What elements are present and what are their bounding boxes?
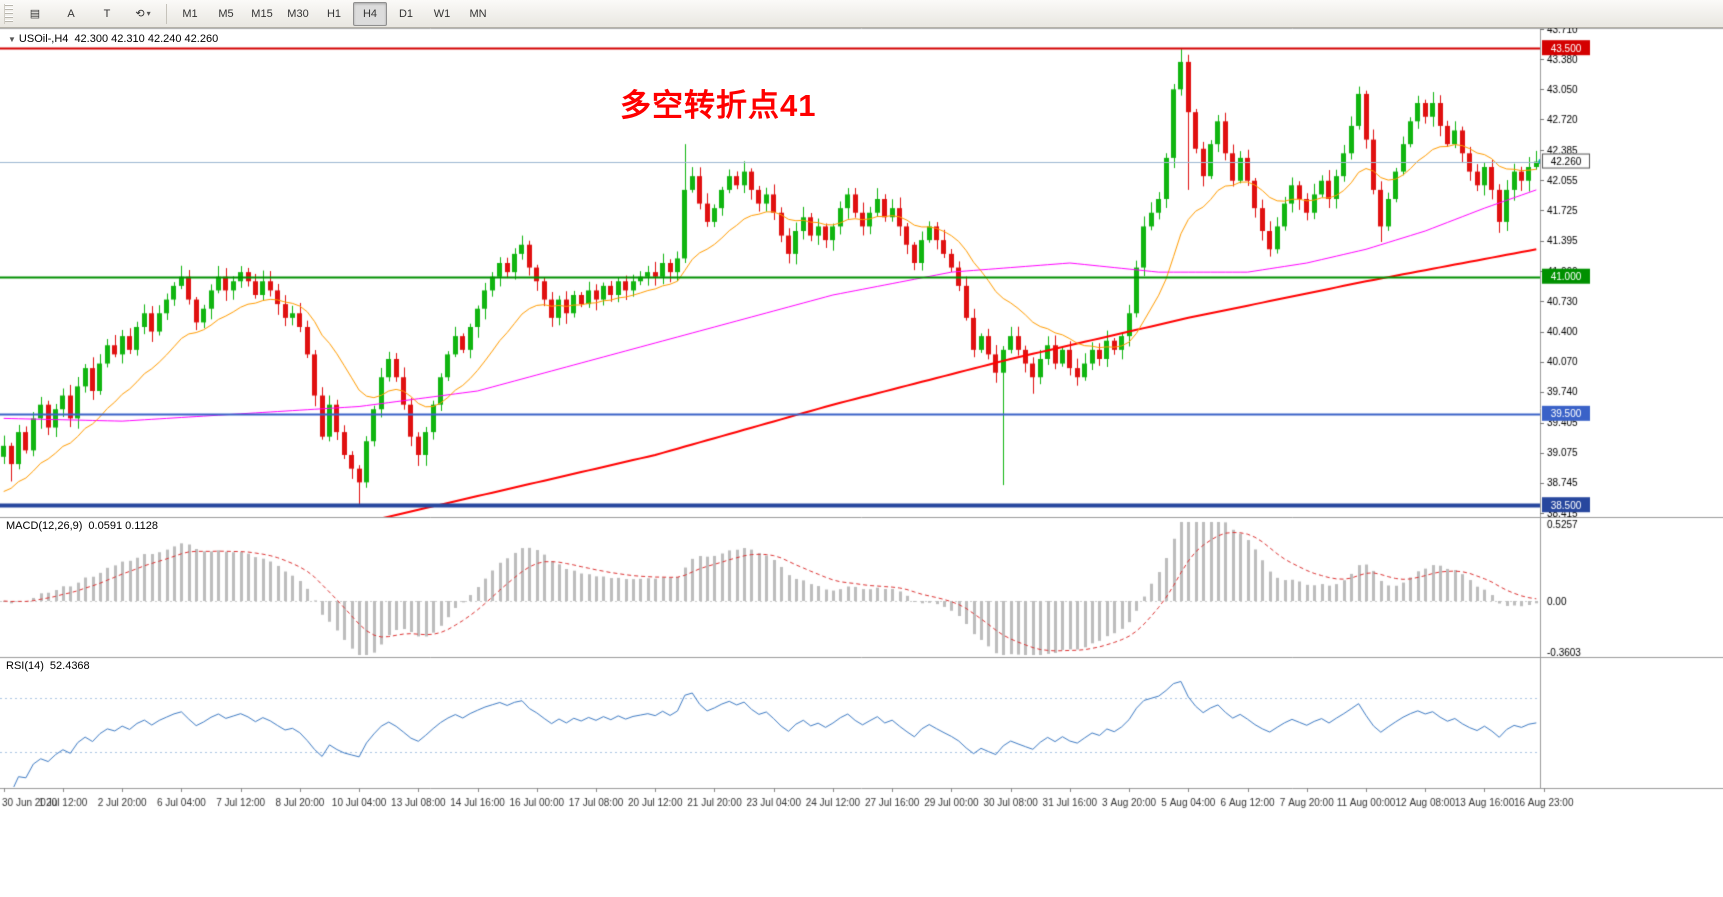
- timeframe-button-d1[interactable]: D1: [398, 7, 414, 20]
- timeframe-button-h4[interactable]: H4: [353, 1, 387, 26]
- toolbar-icon-group: ▤ A T ⟲ ▾: [17, 2, 161, 26]
- chart-symbol-title: USOil-,H4: [18, 33, 69, 45]
- toolbar-separator: [166, 3, 167, 24]
- chart-annotation-text: 多空转折点41: [620, 88, 817, 123]
- toolbar-grip[interactable]: [4, 3, 13, 24]
- timeframe-button-h1[interactable]: H1: [326, 7, 342, 20]
- timeframe-button-m15[interactable]: M15: [251, 7, 273, 20]
- timeframe-button-m30[interactable]: M30: [287, 7, 309, 20]
- objects-tool-button[interactable]: ⟲ ▾: [135, 8, 151, 20]
- text-tool-button[interactable]: T: [103, 7, 111, 20]
- chevron-down-icon: ▾: [146, 9, 151, 18]
- rsi-value: 52.4368: [49, 660, 90, 672]
- timeframe-button-w1[interactable]: W1: [433, 7, 451, 20]
- collapse-triangle-icon[interactable]: ▼: [8, 35, 16, 44]
- chart-ohlc-values: 42.300 42.310 42.240 42.260: [74, 33, 219, 45]
- cursor-tool-button[interactable]: A: [67, 7, 75, 20]
- rsi-indicator-title: RSI(14) 52.4368: [6, 660, 90, 672]
- chart-list-icon[interactable]: ▤: [29, 8, 41, 20]
- timeframe-button-group: M1 M5 M15 M30 H1 H4 D1 W1 MN: [172, 1, 496, 26]
- timeframe-button-m5[interactable]: M5: [218, 7, 234, 20]
- macd-indicator-title: MACD(12,26,9) 0.0591 0.1128: [6, 520, 158, 532]
- toolbar: ▤ A T ⟲ ▾ M1 M5 M15 M30 H1 H4 D1 W1 MN: [0, 0, 1723, 28]
- rsi-label: RSI(14): [6, 660, 44, 672]
- macd-values: 0.0591 0.1128: [88, 520, 158, 532]
- macd-label: MACD(12,26,9): [6, 520, 83, 532]
- timeframe-button-mn[interactable]: MN: [469, 7, 487, 20]
- timeframe-button-m1[interactable]: M1: [182, 7, 198, 20]
- chart-header: ▼ USOil-,H4 42.300 42.310 42.240 42.260: [8, 33, 218, 45]
